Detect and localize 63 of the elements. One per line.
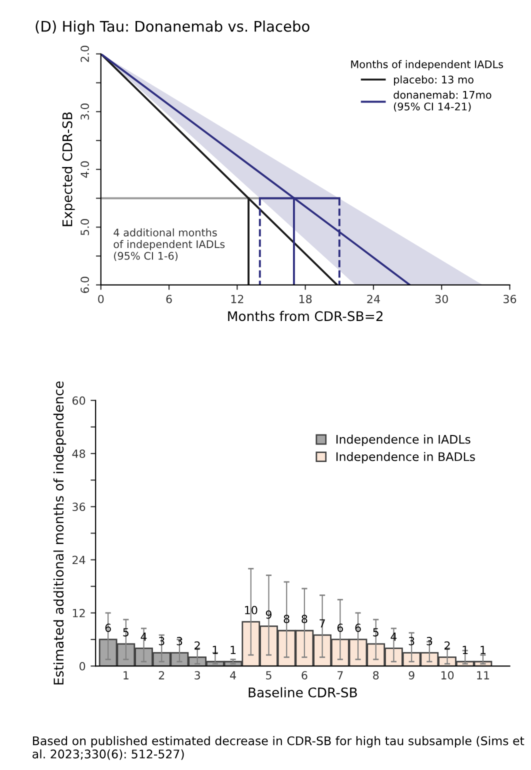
x-tick-label: 9 <box>408 671 414 680</box>
legend-label: Independence in IADLs <box>336 434 470 446</box>
data-label: 7 <box>320 619 325 628</box>
x-tick-label: 11 <box>477 671 490 680</box>
x-tick-label: 10 <box>441 671 454 680</box>
y-tick-label: 0 <box>80 662 86 670</box>
legend-label: Independence in BADLs <box>336 452 475 464</box>
data-label: 5 <box>123 628 128 636</box>
x-tick-label: 0 <box>98 294 104 304</box>
legend-title: Months of independent IADLs <box>351 60 503 70</box>
y-tick-label: 4.0 <box>80 161 90 178</box>
y-tick-label: 6.0 <box>80 276 90 293</box>
x-tick-label: 8 <box>373 671 379 680</box>
data-label: 6 <box>355 624 361 632</box>
legend-label: placebo: 13 mo <box>394 75 474 86</box>
x-tick-label: 5 <box>266 671 272 680</box>
data-label: 1 <box>230 646 236 654</box>
data-label: 4 <box>390 632 397 641</box>
data-label: 2 <box>194 641 200 650</box>
data-label: 4 <box>140 632 147 641</box>
data-label: 3 <box>176 636 182 646</box>
data-label: 9 <box>266 610 272 619</box>
data-label: 2 <box>444 641 450 650</box>
data-label: 8 <box>302 614 308 624</box>
y-tick-label: 36 <box>72 502 86 512</box>
x-tick-label: 36 <box>504 294 516 304</box>
x-axis-title: Months from CDR-SB=2 <box>228 310 382 322</box>
data-label: 6 <box>105 624 111 632</box>
y-tick-label: 12 <box>72 608 85 618</box>
x-tick-label: 30 <box>435 294 448 304</box>
data-label: 1 <box>462 646 468 654</box>
y-tick-label: 2.0 <box>80 46 90 62</box>
text: Based on published estimated decrease in CDR-SB for high tau subsample (Sims et al. 2023;330(6): 512-527) <box>32 736 524 760</box>
data-label: 3 <box>426 636 432 646</box>
x-tick-label: 1 <box>124 671 128 680</box>
chart-title: (D) High Tau: Donanemab vs. Placebo <box>36 20 310 35</box>
y-tick-label: 3.0 <box>80 104 90 120</box>
x-tick-label: 3 <box>194 671 200 680</box>
data-label: 3 <box>158 636 164 646</box>
data-label: 8 <box>284 614 290 624</box>
annotation: 4 additional months of independent IADLs (95% CI 1-6) <box>114 228 225 262</box>
x-tick-label: 6 <box>166 294 172 304</box>
x-tick-label: 2 <box>158 671 164 680</box>
x-tick-label: 7 <box>338 671 343 680</box>
data-label: 10 <box>245 606 258 614</box>
y-tick-label: 60 <box>72 396 86 405</box>
data-label: 5 <box>373 628 378 636</box>
data-label: 1 <box>212 646 218 654</box>
x-tick-label: 12 <box>231 294 244 304</box>
x-tick-label: 6 <box>302 671 308 680</box>
y-tick-label: 24 <box>72 556 86 564</box>
y-axis-title: Estimated additional months of independence <box>53 381 66 684</box>
x-tick-label: 24 <box>367 294 380 304</box>
data-label: 3 <box>408 636 414 646</box>
x-axis-title: Baseline CDR-SB <box>248 687 357 698</box>
y-tick-label: 5.0 <box>80 219 90 236</box>
y-axis-title: Expected CDR-SB <box>62 112 75 226</box>
data-label: 1 <box>480 646 486 654</box>
y-tick-label: 48 <box>72 450 86 458</box>
x-tick-label: 18 <box>299 294 312 304</box>
legend-label: donanemab: 17mo (95% CI 14-21) <box>394 90 492 112</box>
data-label: 6 <box>337 624 343 632</box>
x-tick-label: 4 <box>230 671 236 680</box>
